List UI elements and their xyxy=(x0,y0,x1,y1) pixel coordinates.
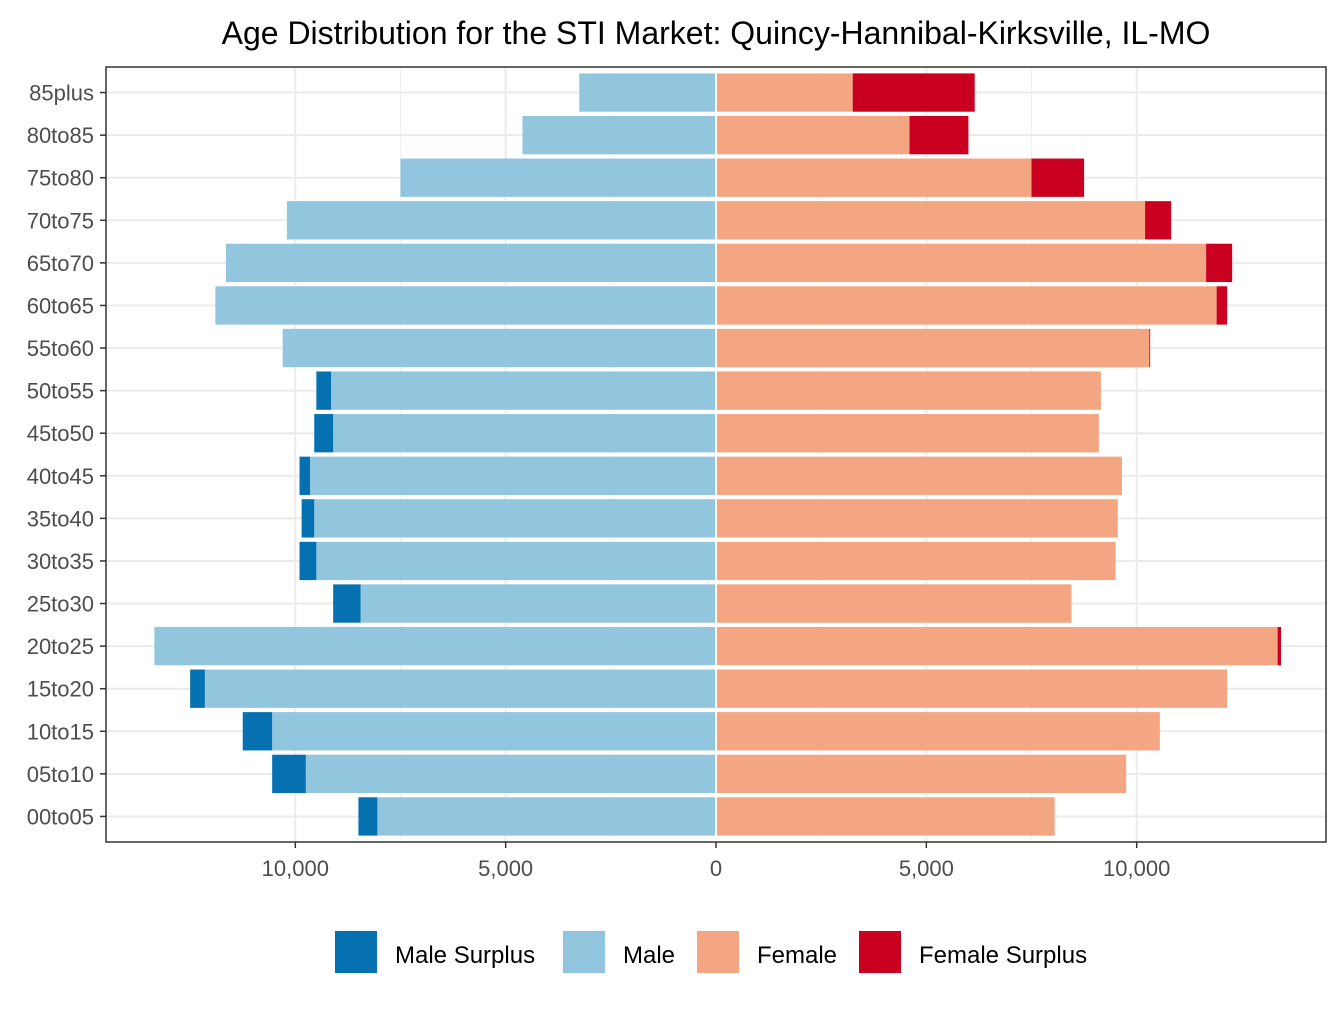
y-tick-label: 10to15 xyxy=(27,719,94,744)
y-axis: 00to05 05to10 10to15 15to20 20to25 25to30 30to… xyxy=(27,81,106,829)
bar-male-surplus xyxy=(299,456,311,495)
bar-male xyxy=(314,499,716,538)
legend: Male Surplus Male Female Female Surplus xyxy=(335,931,1087,973)
bar-female-surplus xyxy=(1145,201,1172,240)
y-tick-label: 50to55 xyxy=(27,379,94,404)
bar-male xyxy=(215,286,716,325)
y-tick-label: 70to75 xyxy=(27,208,94,233)
chart-title: Age Distribution for the STI Market: Qui… xyxy=(222,15,1211,51)
bar-female-surplus xyxy=(1031,158,1085,197)
y-tick-label: 20to25 xyxy=(27,634,94,659)
bar-male xyxy=(400,158,716,197)
bar-female xyxy=(716,371,1101,410)
y-tick-label: 30to35 xyxy=(27,549,94,574)
bar-male xyxy=(377,797,716,836)
bar-female-surplus xyxy=(852,73,975,112)
x-tick-label: 0 xyxy=(710,856,722,881)
legend-key xyxy=(697,931,739,973)
legend-key xyxy=(563,931,605,973)
bar-female xyxy=(716,626,1278,666)
bar-female xyxy=(716,584,1072,623)
legend-label: Male xyxy=(623,942,675,969)
legend-label: Male Surplus xyxy=(395,942,535,969)
x-tick-label: 10,000 xyxy=(262,856,329,881)
y-tick-label: 75to80 xyxy=(27,166,94,191)
bar-female xyxy=(716,414,1099,453)
x-tick-label: 5,000 xyxy=(899,856,954,881)
bar-male-surplus xyxy=(299,541,317,581)
bar-female xyxy=(716,669,1228,708)
x-axis: 10,000 5,000 0 5,000 10,000 xyxy=(262,842,1170,881)
bar-female xyxy=(716,201,1146,240)
bar-male xyxy=(316,541,716,581)
bar-male xyxy=(286,201,716,240)
bar-female xyxy=(716,328,1150,368)
bar-male-surplus xyxy=(333,584,361,623)
y-tick-label: 85plus xyxy=(29,81,94,106)
bar-female xyxy=(716,754,1127,794)
bar-female-surplus xyxy=(1216,286,1228,325)
bar-female xyxy=(716,243,1207,283)
bar-female-surplus xyxy=(1149,328,1151,368)
bar-female xyxy=(716,115,910,155)
y-tick-label: 25to30 xyxy=(27,592,94,617)
bar-female xyxy=(716,712,1160,751)
bar-female xyxy=(716,158,1032,197)
bar-male-surplus xyxy=(301,499,315,538)
bar-female xyxy=(716,499,1118,538)
y-tick-label: 35to40 xyxy=(27,506,94,531)
legend-key xyxy=(859,931,901,973)
legend-label: Female xyxy=(757,942,837,969)
bar-male xyxy=(333,414,716,453)
bar-male xyxy=(204,669,717,708)
bar-male-surplus xyxy=(272,754,306,794)
y-tick-label: 55to60 xyxy=(27,336,94,361)
bar-female xyxy=(716,286,1217,325)
bar-female-surplus xyxy=(1277,626,1281,666)
bar-female xyxy=(716,797,1055,836)
bars-layer xyxy=(154,67,1281,842)
bar-male xyxy=(579,73,716,112)
y-tick-label: 60to65 xyxy=(27,293,94,318)
legend-label: Female Surplus xyxy=(919,942,1087,969)
bar-female xyxy=(716,541,1116,581)
y-tick-label: 80to85 xyxy=(27,123,94,148)
bar-male-surplus xyxy=(190,669,205,708)
bar-male xyxy=(272,712,716,751)
y-tick-label: 00to05 xyxy=(27,804,94,829)
bar-female xyxy=(716,73,853,112)
bar-male xyxy=(522,115,716,155)
bar-male-surplus xyxy=(316,371,332,410)
bar-male-surplus xyxy=(314,414,334,453)
legend-key xyxy=(335,931,377,973)
bar-male xyxy=(225,243,716,283)
bar-male xyxy=(305,754,716,794)
x-tick-label: 10,000 xyxy=(1103,856,1170,881)
y-tick-label: 45to50 xyxy=(27,421,94,446)
bar-male-surplus xyxy=(242,712,273,751)
y-tick-label: 15to20 xyxy=(27,677,94,702)
y-tick-label: 40to45 xyxy=(27,464,94,489)
x-tick-label: 5,000 xyxy=(478,856,533,881)
bar-male xyxy=(331,371,716,410)
bar-male xyxy=(310,456,716,495)
bar-female xyxy=(716,456,1122,495)
y-tick-label: 65to70 xyxy=(27,251,94,276)
bar-male xyxy=(282,328,716,368)
bar-male-surplus xyxy=(358,797,378,836)
bar-male xyxy=(154,626,717,666)
bar-female-surplus xyxy=(1206,243,1233,283)
bar-male xyxy=(360,584,716,623)
y-tick-label: 05to10 xyxy=(27,762,94,787)
bar-female-surplus xyxy=(909,115,969,155)
